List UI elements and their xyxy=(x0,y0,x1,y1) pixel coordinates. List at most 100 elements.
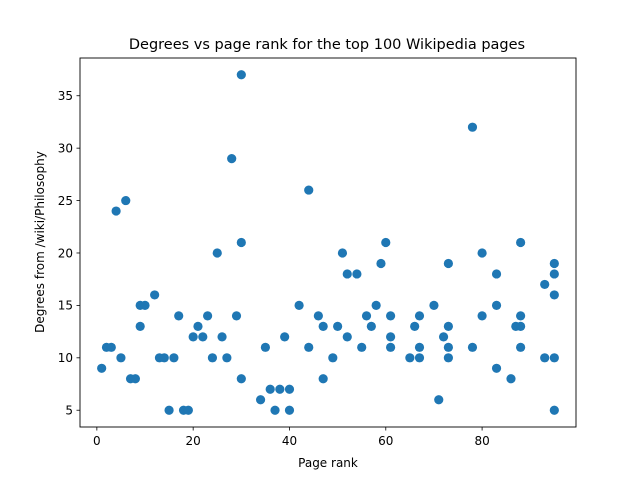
data-point xyxy=(116,353,126,363)
x-axis-ticks: 0 20 40 60 80 xyxy=(93,427,490,448)
data-point xyxy=(188,332,198,342)
data-point xyxy=(111,206,121,216)
data-point xyxy=(414,311,425,321)
data-point xyxy=(549,258,559,269)
y-tick-label: 30 xyxy=(58,141,73,155)
data-point xyxy=(313,311,323,321)
data-point xyxy=(357,342,367,352)
data-point xyxy=(159,353,169,363)
data-point xyxy=(516,321,526,331)
y-tick-label: 15 xyxy=(58,299,73,313)
data-point xyxy=(255,395,266,405)
data-points xyxy=(97,70,559,415)
data-point xyxy=(549,405,559,415)
data-point xyxy=(443,258,453,269)
data-point xyxy=(304,185,314,195)
x-tick-label: 60 xyxy=(378,434,393,448)
y-tick-label: 5 xyxy=(65,404,73,418)
data-point xyxy=(212,248,222,258)
data-point xyxy=(337,248,348,258)
data-point xyxy=(477,248,487,258)
data-point xyxy=(434,395,444,405)
data-point xyxy=(207,353,218,363)
data-point xyxy=(386,311,396,321)
data-point xyxy=(540,279,550,290)
data-point xyxy=(294,300,304,310)
data-point xyxy=(405,353,415,363)
data-point xyxy=(106,342,116,352)
data-point xyxy=(467,122,478,132)
data-point xyxy=(549,269,559,279)
data-point xyxy=(443,353,453,363)
data-point xyxy=(130,374,140,384)
x-tick-label: 80 xyxy=(474,434,489,448)
data-point xyxy=(304,342,314,352)
data-point xyxy=(270,405,280,415)
data-point xyxy=(203,311,213,321)
data-point xyxy=(410,321,420,331)
data-point xyxy=(150,290,160,300)
data-point xyxy=(443,342,453,352)
data-point xyxy=(443,321,453,331)
data-point xyxy=(477,311,487,321)
data-point xyxy=(414,353,425,363)
data-point xyxy=(386,342,396,352)
y-tick-label: 25 xyxy=(58,194,73,208)
data-point xyxy=(231,311,242,321)
data-point xyxy=(371,300,381,310)
data-point xyxy=(260,342,270,352)
data-point xyxy=(174,311,184,321)
y-axis-ticks: 5 10 15 20 25 30 35 xyxy=(58,89,80,418)
data-point xyxy=(549,353,559,363)
data-point xyxy=(169,353,179,363)
data-point xyxy=(516,342,526,352)
data-point xyxy=(275,384,285,394)
data-point xyxy=(222,353,232,363)
data-point xyxy=(429,300,439,310)
data-point xyxy=(352,269,362,279)
data-point xyxy=(516,237,526,248)
data-point xyxy=(236,237,246,248)
data-point xyxy=(236,70,246,80)
data-point xyxy=(318,321,328,331)
data-point xyxy=(491,363,502,373)
data-point xyxy=(284,384,295,394)
data-point xyxy=(265,384,275,394)
data-point xyxy=(318,374,328,384)
data-point xyxy=(414,342,425,352)
data-point xyxy=(491,269,502,279)
data-point xyxy=(97,363,107,373)
data-point xyxy=(227,154,237,164)
data-point xyxy=(438,332,449,342)
x-tick-label: 20 xyxy=(186,434,201,448)
data-point xyxy=(342,269,352,279)
x-axis-label: Page rank xyxy=(298,456,358,470)
data-point xyxy=(284,405,295,415)
data-point xyxy=(540,353,550,363)
y-tick-label: 10 xyxy=(58,351,73,365)
data-point xyxy=(333,321,343,331)
data-point xyxy=(516,311,526,321)
data-point xyxy=(506,374,516,384)
y-axis-label: Degrees from /wiki/Philosophy xyxy=(33,151,47,333)
data-point xyxy=(491,300,502,310)
data-point xyxy=(467,342,478,352)
data-point xyxy=(135,321,145,331)
data-point xyxy=(361,311,372,321)
data-point xyxy=(280,332,290,342)
data-point xyxy=(549,290,559,300)
data-point xyxy=(376,258,386,269)
data-point xyxy=(217,332,227,342)
data-point xyxy=(328,353,338,363)
chart-title: Degrees vs page rank for the top 100 Wik… xyxy=(129,37,525,53)
data-point xyxy=(193,321,203,331)
data-point xyxy=(236,374,246,384)
data-point xyxy=(386,332,396,342)
y-tick-label: 20 xyxy=(58,246,73,260)
y-tick-label: 35 xyxy=(58,89,73,103)
data-point xyxy=(183,405,193,415)
data-point xyxy=(366,321,376,331)
x-tick-label: 0 xyxy=(93,434,101,448)
